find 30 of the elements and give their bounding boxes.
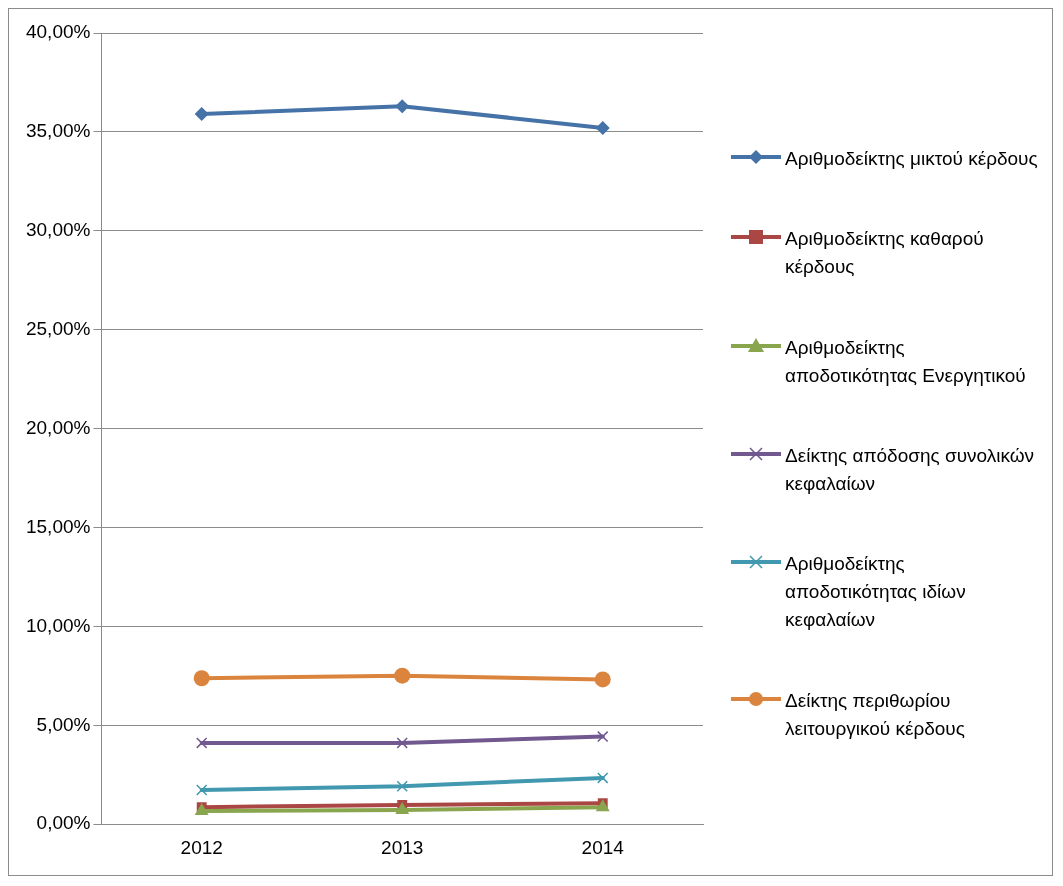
legend-label: Αριθμοδείκτης καθαρού κέρδους (785, 227, 985, 280)
point (594, 671, 611, 688)
point (597, 772, 609, 784)
point (597, 730, 609, 743)
y-tick-label: 40,00% (25, 21, 91, 43)
x-tick-label: 2014 (581, 836, 625, 858)
point (396, 780, 408, 792)
legend-label: Αριθμοδείκτης αποδοτικότητας Ενεργητικού (785, 335, 1027, 388)
y-tick-label: 0,00% (36, 812, 91, 834)
x-tick-label: 2013 (381, 836, 424, 858)
y-tick-label: 35,00% (25, 120, 91, 142)
legend-label: Αριθμοδείκτης μικτού κέρδους (785, 147, 1038, 172)
x-tick-label: 2012 (180, 836, 223, 858)
y-tick-label: 30,00% (25, 219, 91, 241)
legend-label: Δείκτης περιθωρίου λειτουργικού κέρδους (785, 688, 966, 741)
y-tick-label: 25,00% (25, 317, 91, 339)
point (394, 667, 411, 684)
y-tick-label: 15,00% (25, 515, 91, 537)
point (595, 120, 610, 135)
y-tick-label: 20,00% (25, 416, 91, 438)
point (196, 737, 208, 749)
point (194, 107, 209, 122)
point (193, 670, 210, 687)
y-tick-label: 5,00% (36, 713, 91, 735)
point (395, 99, 410, 114)
legend-label: Αριθμοδείκτης αποδοτικότητας ιδίων κεφαλαίων (785, 552, 967, 633)
point (196, 784, 208, 796)
legend-label: Δείκτης απόδοσης συνολικών κεφαλαίων (785, 444, 1036, 497)
point (396, 737, 408, 749)
y-tick-label: 10,00% (25, 614, 91, 636)
